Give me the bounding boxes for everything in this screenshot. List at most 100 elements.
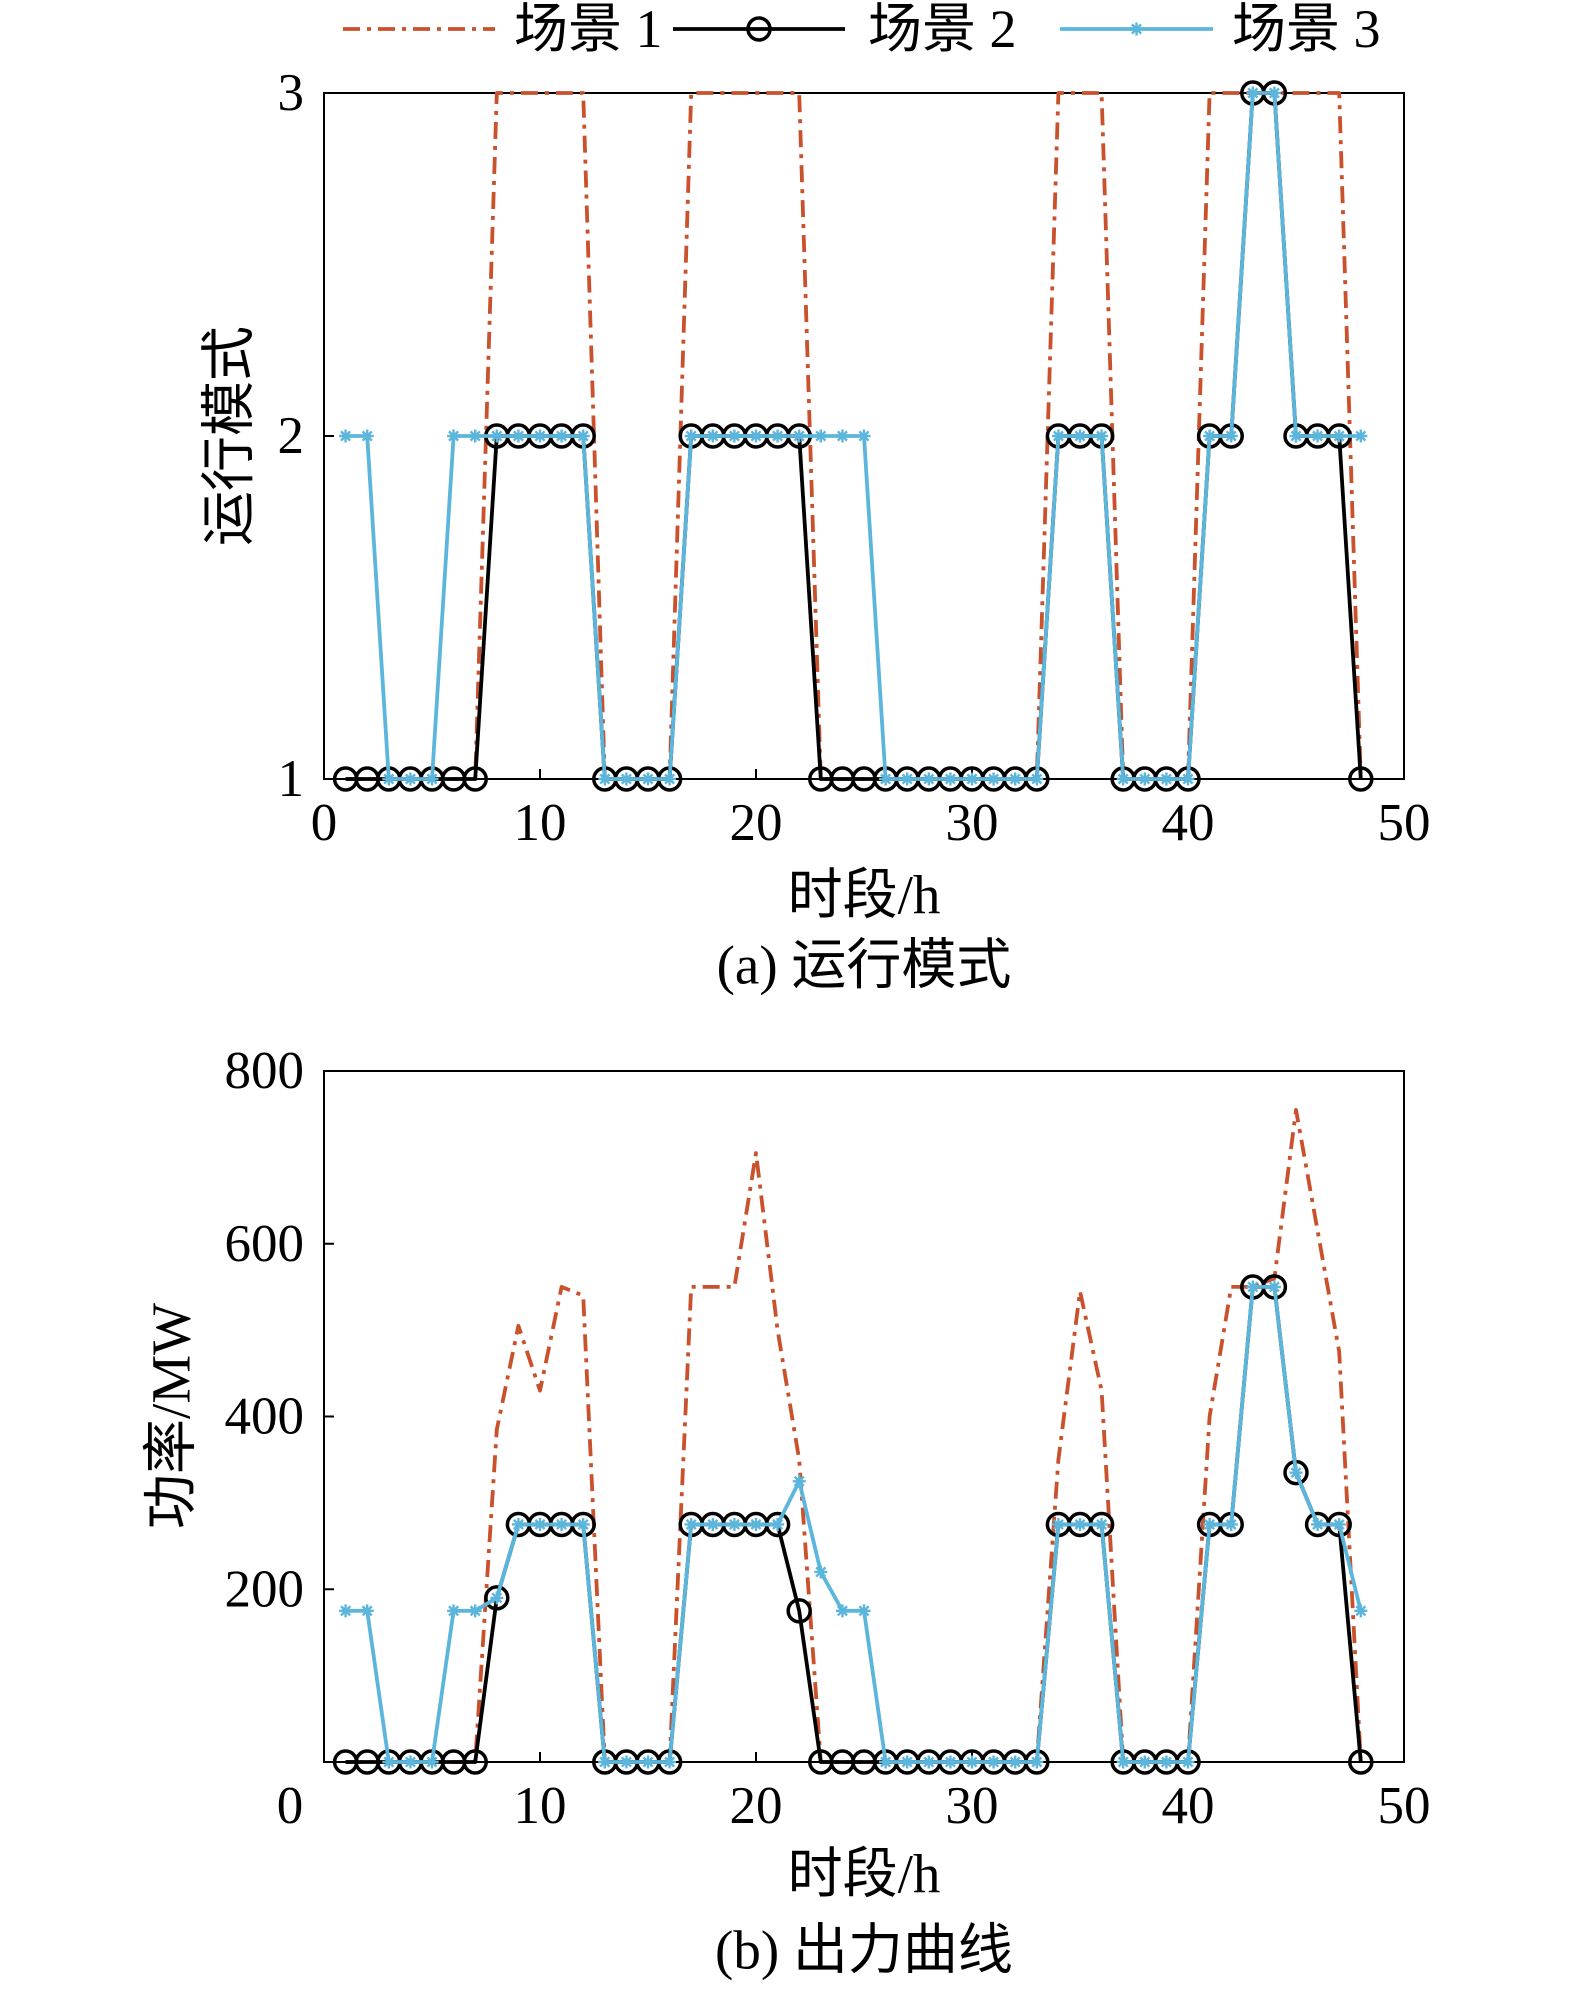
data-point-scene-3: [641, 1755, 655, 1769]
legend-label-scene-3: 场景 3: [1232, 0, 1381, 59]
data-point-scene-2: [462, 1749, 488, 1775]
data-point-scene-3: [468, 429, 482, 443]
data-point-scene-3: [706, 1517, 720, 1531]
series-scene-3: [339, 86, 1368, 786]
data-point-scene-3: [1095, 1517, 1109, 1531]
legend-item-scene-3: 场景 3: [1060, 0, 1381, 59]
data-point-scene-3: [1116, 1755, 1130, 1769]
data-point-scene-3: [1203, 1517, 1217, 1531]
data-point-scene-3: [727, 1517, 741, 1531]
x-axis-label: 时段/h: [788, 865, 941, 926]
data-point-scene-3: [468, 1604, 482, 1618]
data-point-scene-3: [943, 772, 957, 786]
panel-caption: (a) 运行模式: [717, 935, 1012, 996]
x-tick-label: 40: [1162, 794, 1215, 852]
data-point-scene-3: [835, 429, 849, 443]
panel-caption: (b) 出力曲线: [715, 1920, 1013, 1981]
data-point-scene-3: [879, 1755, 893, 1769]
y-tick-label: 400: [225, 1388, 305, 1446]
data-point-scene-3: [1332, 429, 1346, 443]
legend-label-scene-2: 场景 2: [868, 0, 1017, 59]
data-point-scene-3: [965, 772, 979, 786]
data-point-scene-3: [684, 429, 698, 443]
data-point-scene-3: [1267, 86, 1281, 100]
data-point-scene-3: [900, 1755, 914, 1769]
data-point-scene-3: [900, 772, 914, 786]
y-tick-label: 200: [225, 1560, 305, 1618]
data-point-scene-3: [814, 1565, 828, 1579]
data-point-scene-3: [360, 1604, 374, 1618]
data-point-scene-3: [1073, 429, 1087, 443]
x-axis-label: 时段/h: [788, 1844, 941, 1905]
data-point-scene-3: [1008, 1755, 1022, 1769]
data-point-scene-3: [447, 429, 461, 443]
data-point-scene-3: [1159, 1755, 1173, 1769]
data-point-scene-3: [598, 772, 612, 786]
x-tick-label: 30: [946, 794, 999, 852]
data-point-scene-3: [1181, 772, 1195, 786]
x-tick-label: 50: [1378, 794, 1431, 852]
data-point-scene-3: [1030, 772, 1044, 786]
data-point-scene-3: [598, 1755, 612, 1769]
y-tick-label: 2: [278, 407, 305, 465]
data-point-scene-3: [922, 772, 936, 786]
data-point-scene-3: [339, 1604, 353, 1618]
legend-label-scene-1: 场景 1: [514, 0, 663, 59]
data-point-scene-3: [641, 772, 655, 786]
legend-swatch-marker: [1130, 22, 1143, 36]
data-point-scene-3: [1181, 1755, 1195, 1769]
data-point-scene-3: [749, 429, 763, 443]
data-point-scene-3: [555, 429, 569, 443]
data-point-scene-3: [706, 429, 720, 443]
data-point-scene-3: [425, 772, 439, 786]
data-point-scene-3: [771, 1517, 785, 1531]
plot-area: 0 10 20 30 40 50 1 2 3: [278, 64, 1431, 852]
data-point-scene-3: [857, 429, 871, 443]
data-point-scene-3: [965, 1755, 979, 1769]
data-point-scene-3: [749, 1517, 763, 1531]
data-point-scene-3: [1354, 429, 1368, 443]
data-point-scene-3: [684, 1517, 698, 1531]
y-axis-label: 功率/MW: [141, 1303, 202, 1529]
legend: 场景 1 场景 2 场景 3: [343, 0, 1381, 59]
data-point-scene-3: [1138, 1755, 1152, 1769]
data-point-scene-3: [425, 1755, 439, 1769]
data-point-scene-3: [533, 1517, 547, 1531]
data-point-scene-3: [576, 429, 590, 443]
data-point-scene-2: [786, 1598, 812, 1624]
data-point-scene-3: [792, 429, 806, 443]
x-tick-label: 0: [311, 794, 338, 852]
data-point-scene-3: [1051, 429, 1065, 443]
data-point-scene-3: [1354, 1604, 1368, 1618]
data-point-scene-3: [490, 429, 504, 443]
panel-a-operating-mode: 0 10 20 30 40 50 1 2 3 运行模式 时段/h (a) 运行模式: [199, 64, 1431, 996]
data-point-scene-3: [619, 772, 633, 786]
data-point-scene-3: [987, 1755, 1001, 1769]
x-tick-label: 20: [730, 794, 783, 852]
data-point-scene-2: [1348, 766, 1374, 792]
data-point-scene-3: [1073, 1517, 1087, 1531]
data-point-scene-3: [792, 1474, 806, 1488]
data-point-scene-3: [943, 1755, 957, 1769]
x-tick-label: 30: [946, 1777, 999, 1835]
x-tick-label: 0: [277, 1777, 304, 1835]
data-point-scene-3: [490, 1591, 504, 1605]
data-point-scene-3: [1311, 429, 1325, 443]
data-point-scene-3: [663, 1755, 677, 1769]
x-tick-label: 50: [1378, 1777, 1431, 1835]
x-tick-label: 20: [730, 1777, 783, 1835]
data-point-scene-3: [1030, 1755, 1044, 1769]
data-point-scene-3: [1289, 429, 1303, 443]
x-tick-label: 10: [514, 794, 567, 852]
data-point-scene-3: [1332, 1517, 1346, 1531]
legend-item-scene-1: 场景 1: [343, 0, 663, 59]
data-point-scene-3: [1289, 1466, 1303, 1480]
data-point-scene-3: [447, 1604, 461, 1618]
legend-item-scene-2: 场景 2: [673, 0, 1017, 59]
legend-swatch-marker: [746, 16, 772, 42]
data-point-scene-3: [619, 1755, 633, 1769]
data-point-scene-3: [533, 429, 547, 443]
data-point-scene-3: [403, 1755, 417, 1769]
data-point-scene-3: [1138, 772, 1152, 786]
